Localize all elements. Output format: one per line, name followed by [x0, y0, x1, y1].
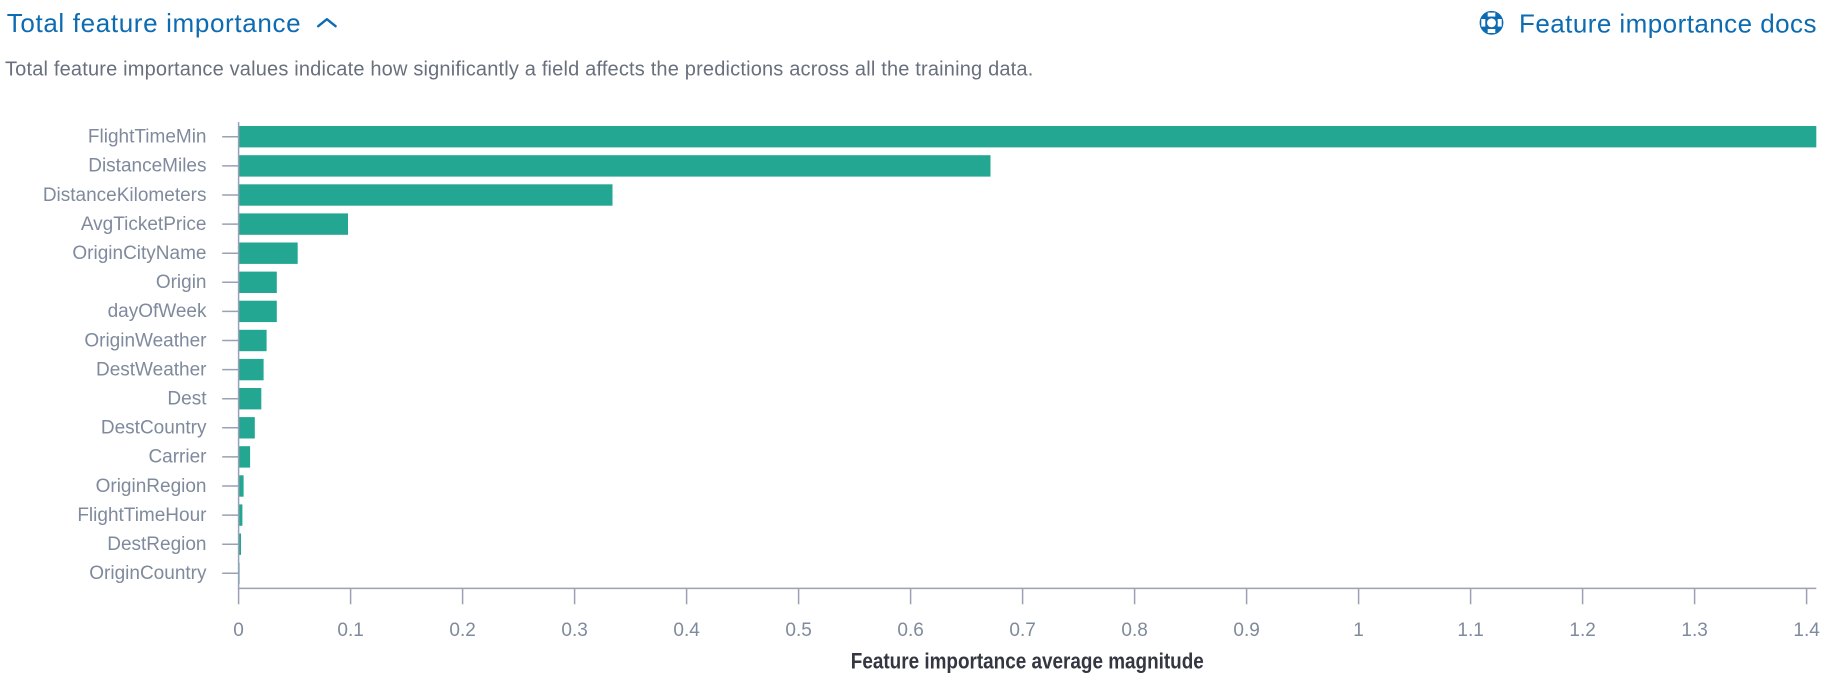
svg-text:0.8: 0.8 [1121, 620, 1147, 641]
svg-text:0.9: 0.9 [1233, 620, 1259, 641]
svg-text:AvgTicketPrice: AvgTicketPrice [81, 214, 207, 235]
svg-text:0.1: 0.1 [337, 620, 363, 641]
svg-text:FlightTimeHour: FlightTimeHour [77, 505, 207, 526]
svg-text:1.4: 1.4 [1793, 620, 1820, 641]
svg-text:Dest: Dest [167, 389, 207, 410]
svg-text:OriginWeather: OriginWeather [84, 330, 207, 351]
svg-text:OriginCityName: OriginCityName [72, 243, 206, 264]
svg-text:1.1: 1.1 [1457, 620, 1483, 641]
svg-text:Carrier: Carrier [148, 447, 207, 468]
svg-text:1: 1 [1353, 620, 1364, 641]
svg-text:Total feature importance value: Total feature importance values indicate… [5, 59, 1033, 81]
svg-text:0.7: 0.7 [1009, 620, 1035, 641]
svg-text:0.3: 0.3 [561, 620, 587, 641]
svg-text:0.5: 0.5 [785, 620, 811, 641]
svg-text:DistanceKilometers: DistanceKilometers [43, 185, 207, 206]
svg-text:OriginRegion: OriginRegion [96, 476, 207, 497]
svg-text:0.4: 0.4 [673, 620, 700, 641]
svg-text:DestWeather: DestWeather [96, 359, 207, 380]
svg-text:FlightTimeMin: FlightTimeMin [88, 127, 207, 148]
svg-text:0.6: 0.6 [897, 620, 923, 641]
svg-text:Total feature importance: Total feature importance [7, 8, 302, 38]
svg-text:dayOfWeek: dayOfWeek [108, 301, 207, 322]
svg-text:1.2: 1.2 [1569, 620, 1595, 641]
svg-text:OriginCountry: OriginCountry [89, 563, 207, 584]
svg-text:Feature importance docs: Feature importance docs [1519, 8, 1817, 38]
svg-text:0: 0 [233, 620, 244, 641]
svg-text:DestCountry: DestCountry [101, 418, 207, 439]
svg-text:DistanceMiles: DistanceMiles [88, 156, 206, 177]
svg-text:0.2: 0.2 [449, 620, 475, 641]
svg-text:DestRegion: DestRegion [107, 534, 206, 555]
svg-text:Feature importance average mag: Feature importance average magnitude [851, 649, 1204, 674]
svg-text:1.3: 1.3 [1681, 620, 1707, 641]
svg-text:Origin: Origin [156, 272, 207, 293]
